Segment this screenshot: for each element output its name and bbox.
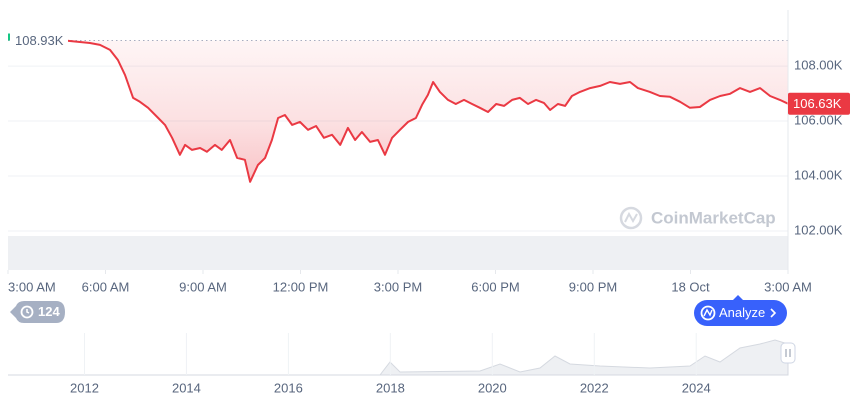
x-tick-label: 3:00 AM bbox=[8, 279, 56, 294]
start-marker bbox=[8, 33, 10, 41]
last-price-badge bbox=[788, 92, 850, 115]
x-tick-label: 9:00 AM bbox=[179, 279, 227, 294]
y-tick-label: 106.00K bbox=[794, 112, 843, 127]
navigator-tick-label: 2024 bbox=[682, 380, 711, 395]
navigator-tick-label: 2020 bbox=[478, 380, 507, 395]
history-count: 124 bbox=[38, 304, 60, 319]
x-tick-label: 3:00 PM bbox=[374, 279, 422, 294]
area-fill bbox=[64, 40, 788, 182]
navigator-area bbox=[8, 339, 789, 376]
last-price-label: 106.63K bbox=[793, 96, 842, 111]
volume-area bbox=[8, 236, 788, 270]
navigator-tick-label: 2018 bbox=[376, 380, 405, 395]
start-price-bg bbox=[12, 30, 68, 51]
watermark: CoinMarketCap bbox=[651, 208, 776, 227]
x-tick-label: 6:00 AM bbox=[82, 279, 130, 294]
x-tick-label: 3:00 AM bbox=[764, 279, 812, 294]
analyze-button[interactable]: Analyze bbox=[694, 295, 787, 326]
y-tick-label: 104.00K bbox=[794, 167, 843, 182]
navigator bbox=[8, 333, 796, 376]
navigator-tick-label: 2022 bbox=[580, 380, 609, 395]
history-badge[interactable]: 124 bbox=[10, 301, 65, 323]
x-tick-label: 6:00 PM bbox=[471, 279, 519, 294]
y-tick-label: 102.00K bbox=[794, 222, 843, 237]
plot bbox=[64, 39, 789, 183]
navigator-tick-label: 2016 bbox=[274, 380, 303, 395]
y-tick-label: 108.00K bbox=[794, 58, 843, 73]
x-tick-label: 18 Oct bbox=[671, 279, 710, 294]
x-tick-label: 12:00 PM bbox=[273, 279, 329, 294]
navigator-tick-label: 2014 bbox=[172, 380, 201, 395]
navigator-tick-label: 2012 bbox=[70, 380, 99, 395]
start-price-label: 108.93K bbox=[15, 33, 64, 48]
price-line bbox=[64, 39, 789, 183]
navigator-handle[interactable] bbox=[780, 342, 796, 364]
analyze-label: Analyze bbox=[719, 305, 765, 320]
x-tick-label: 9:00 PM bbox=[569, 279, 617, 294]
watermark-logo bbox=[619, 206, 643, 230]
